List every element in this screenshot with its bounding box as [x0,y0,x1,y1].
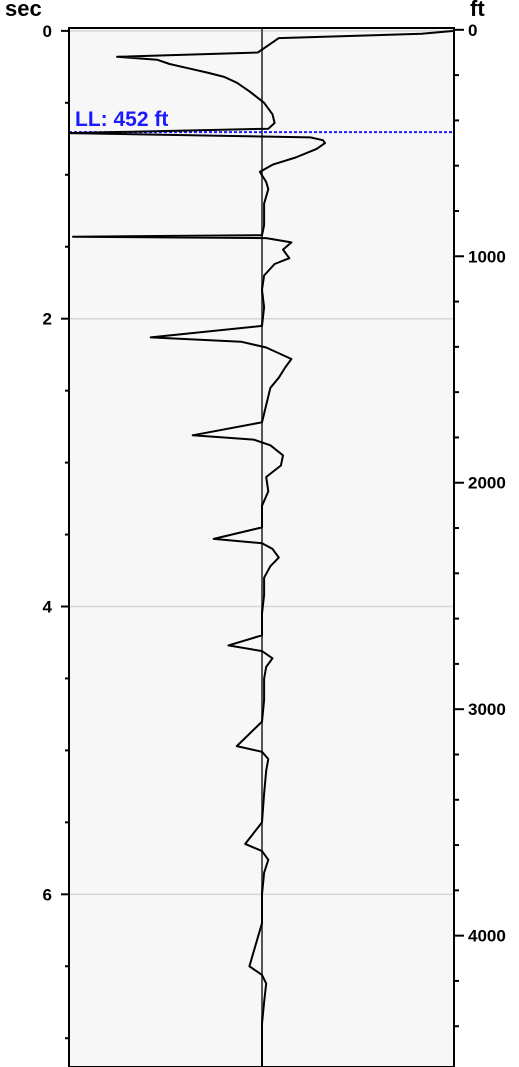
right-tick-label: 1000 [468,247,506,266]
left-axis-ticks: 0 2 4 6 [43,22,69,1040]
left-tick-label: 2 [43,310,52,329]
ll-marker-label: LL: 452 ft [75,108,168,131]
right-axis-ticks: 0 1000 2000 3000 4000 [454,21,506,1028]
right-tick-label: 4000 [468,927,506,946]
right-tick-label: 3000 [468,700,506,719]
left-tick-label: 4 [43,598,53,617]
left-axis-title: sec [5,0,42,21]
plot-frame [68,27,455,1067]
left-tick-label: 6 [43,885,52,904]
right-tick-label: 2000 [468,474,506,493]
right-tick-label: 0 [468,21,477,40]
right-axis-title: ft [470,0,485,21]
series-line [68,29,455,1067]
left-tick-label: 0 [43,22,52,41]
